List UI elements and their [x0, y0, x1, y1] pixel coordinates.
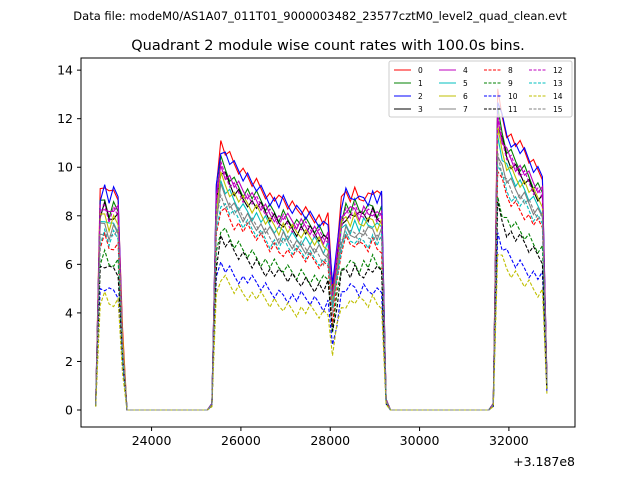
series-line-10 [95, 232, 548, 411]
series-line-13 [95, 164, 548, 411]
series-line-11 [95, 201, 548, 411]
y-tick-label: 4 [65, 305, 73, 320]
legend-label-13: 13 [553, 79, 563, 88]
legend-label-0: 0 [418, 66, 423, 75]
plot-area [95, 88, 548, 411]
legend-label-14: 14 [553, 92, 563, 101]
y-tick-label: 0 [65, 403, 73, 418]
x-axis: 24000 26000 28000 30000 32000 [132, 427, 529, 448]
series-line-15 [95, 152, 548, 411]
legend-label-2: 2 [418, 92, 423, 101]
axes-frame [80, 57, 576, 428]
data-file-label: Data file: modeM0/AS1A07_011T01_90000034… [73, 9, 567, 23]
legend-label-3: 3 [418, 105, 423, 114]
y-axis: 0 2 4 6 8 10 12 14 [57, 63, 81, 418]
legend-label-11: 11 [508, 105, 518, 114]
chart-title: Quadrant 2 module wise count rates with … [131, 38, 525, 54]
y-tick-label: 14 [57, 63, 73, 78]
legend-label-9: 9 [508, 79, 513, 88]
legend-label-4: 4 [463, 66, 468, 75]
y-tick-label: 10 [57, 160, 73, 175]
x-tick-label: 24000 [132, 433, 172, 448]
legend-label-10: 10 [508, 92, 518, 101]
x-tick-label: 32000 [489, 433, 529, 448]
legend-label-8: 8 [508, 66, 513, 75]
y-tick-label: 8 [65, 208, 73, 223]
y-tick-label: 6 [65, 257, 73, 272]
y-tick-label: 2 [65, 354, 73, 369]
legend-box [388, 60, 573, 118]
x-tick-label: 28000 [310, 433, 350, 448]
legend-label-12: 12 [553, 66, 563, 75]
x-axis-offset-label: +3.187e8 [513, 454, 575, 469]
legend-label-7: 7 [463, 105, 468, 114]
x-tick-label: 26000 [221, 433, 261, 448]
legend-label-1: 1 [418, 79, 423, 88]
legend-label-6: 6 [463, 92, 468, 101]
series-line-14 [95, 253, 548, 411]
x-tick-label: 30000 [400, 433, 440, 448]
legend-label-15: 15 [553, 105, 563, 114]
legend-label-5: 5 [463, 79, 468, 88]
y-tick-label: 12 [57, 111, 73, 126]
